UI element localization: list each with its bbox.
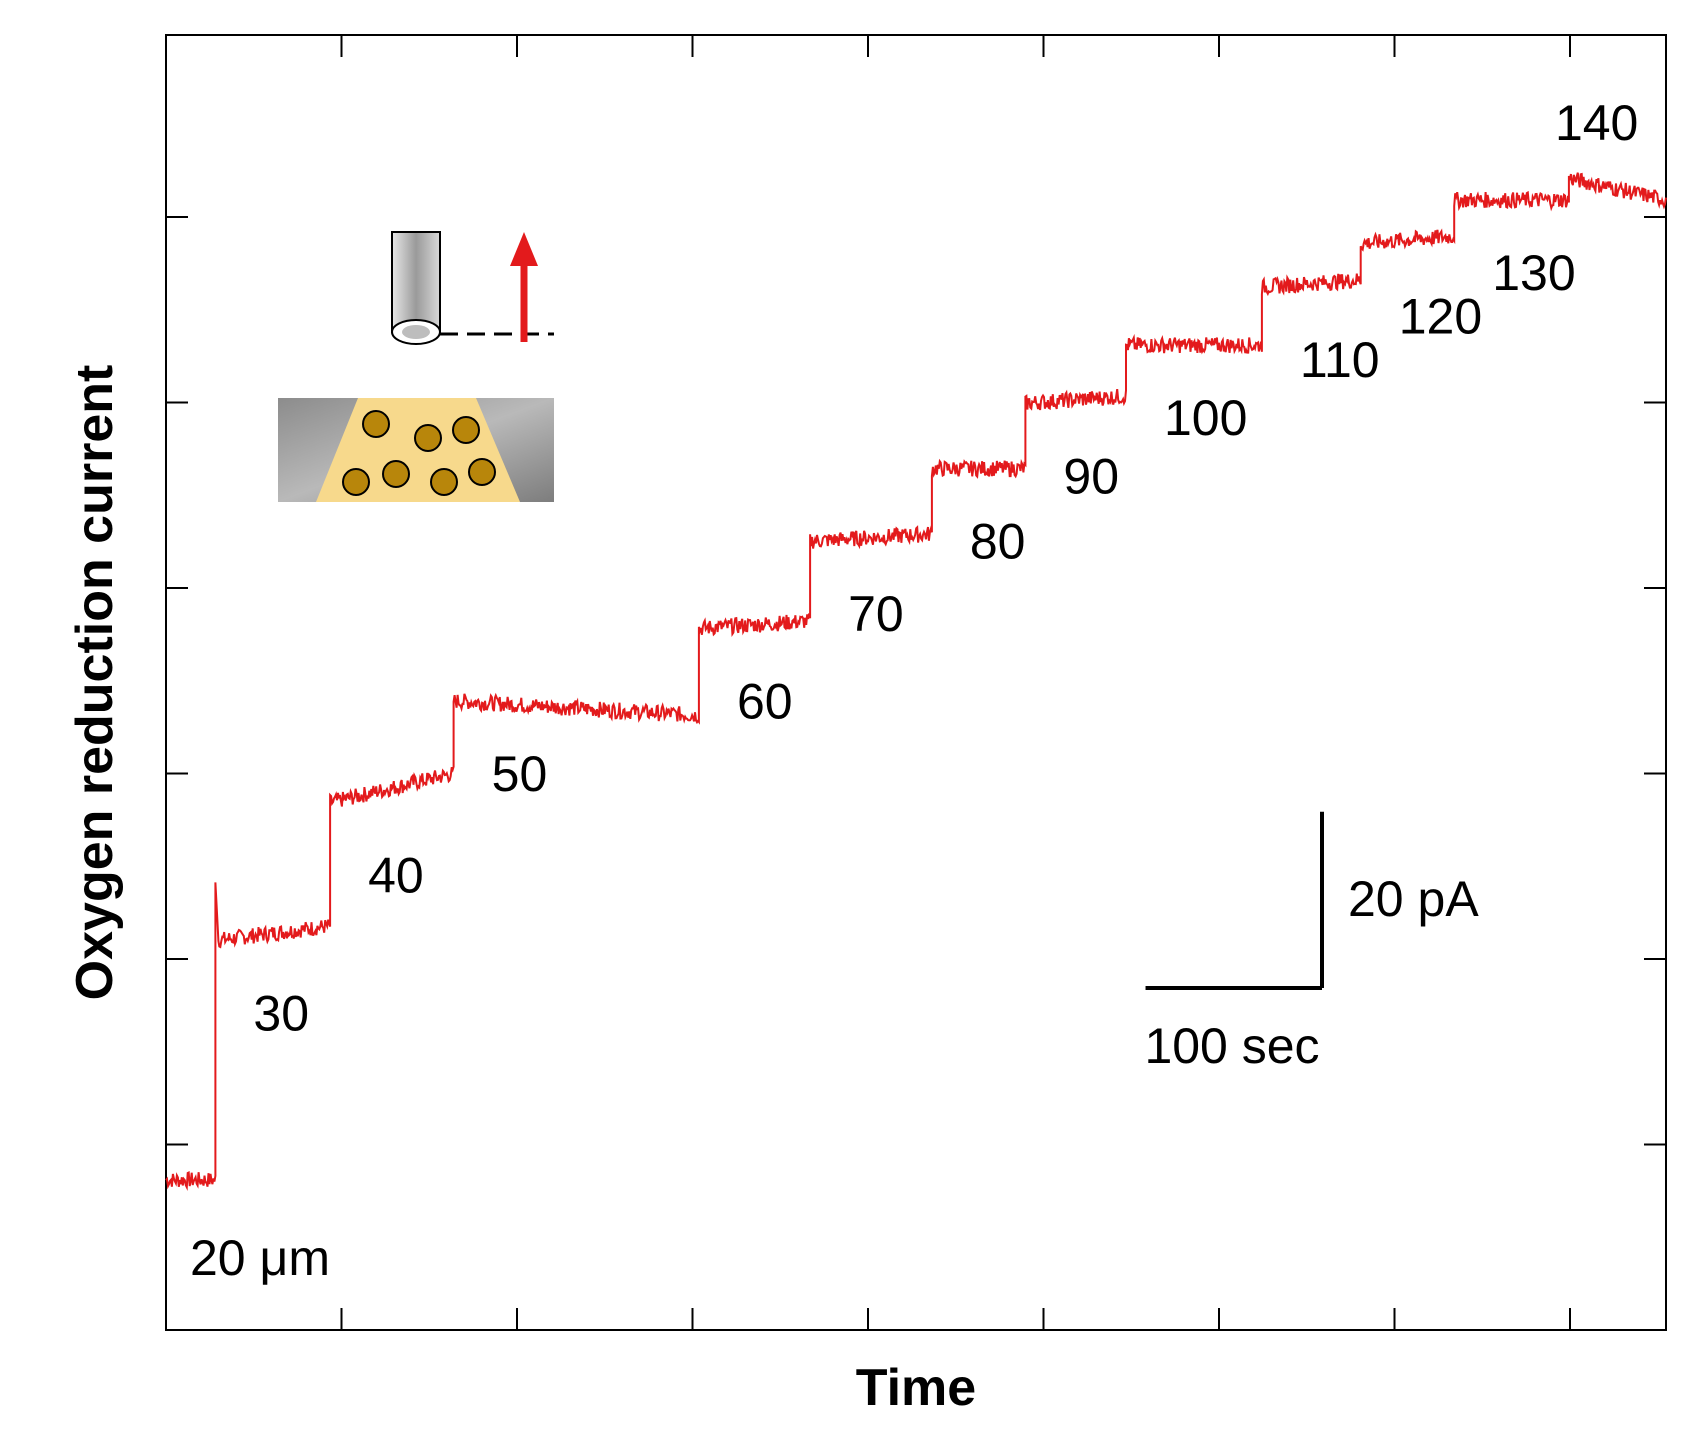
step-label: 30 (253, 985, 309, 1041)
step-label: 80 (970, 514, 1026, 570)
step-label: 20 μm (190, 1230, 330, 1286)
up-arrow-icon (510, 232, 538, 342)
step-label: 130 (1492, 245, 1575, 301)
scale-bar-current-label: 20 pA (1348, 871, 1479, 927)
inset-schematic (278, 231, 554, 502)
y-axis-title: Oxygen reduction current (66, 365, 124, 1001)
step-label: 90 (1063, 448, 1119, 504)
x-axis-title: Time (856, 1359, 976, 1417)
step-label: 50 (492, 746, 548, 802)
scale-bar-time-label: 100 sec (1144, 1018, 1319, 1074)
axis-ticks (166, 35, 1666, 1330)
step-label: 100 (1164, 390, 1247, 446)
step-label: 140 (1555, 95, 1638, 151)
step-label: 60 (737, 673, 793, 729)
step-label: 40 (368, 848, 424, 904)
particles-substrate-icon (278, 398, 554, 502)
step-label: 70 (848, 586, 904, 642)
electrode-icon (391, 231, 554, 345)
scale-bar: 20 pA 100 sec (1144, 811, 1479, 1074)
current-trace (165, 172, 1667, 1191)
plot-frame (165, 34, 1667, 1331)
step-label: 110 (1300, 332, 1380, 388)
step-label: 120 (1399, 289, 1482, 345)
